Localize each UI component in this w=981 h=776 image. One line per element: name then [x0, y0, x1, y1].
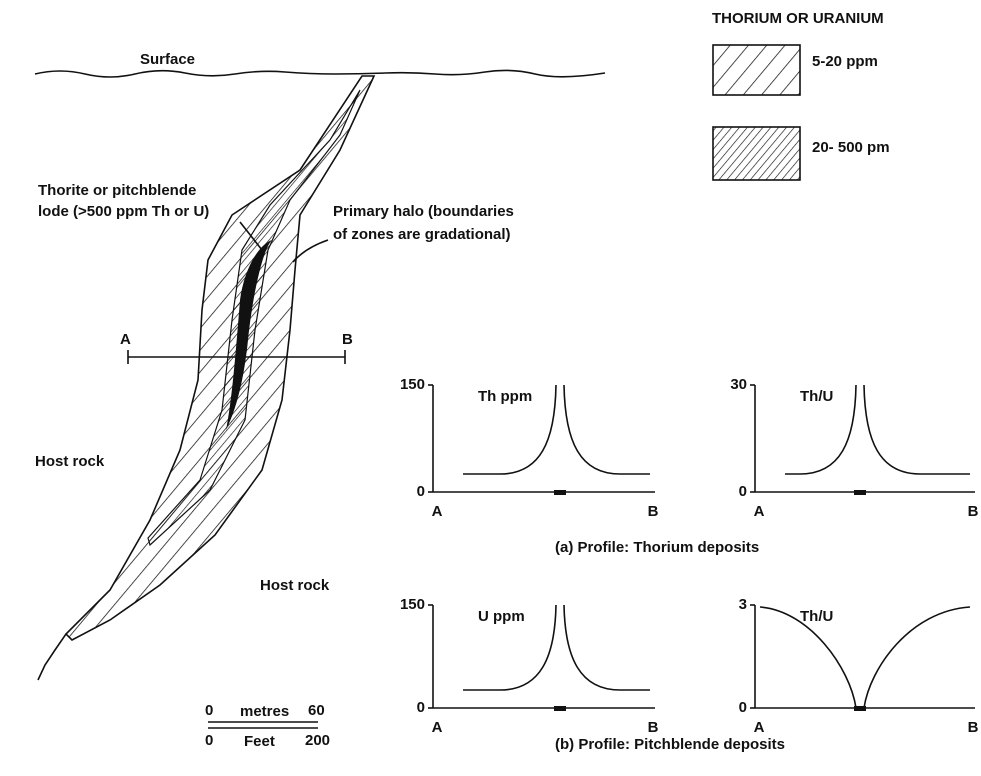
profile-caption: (a) Profile: Thorium deposits: [555, 539, 759, 556]
y-tick-label: 150: [400, 596, 425, 613]
legend-swatch: [712, 126, 801, 181]
surface-label: Surface: [140, 51, 195, 68]
y-tick-label: 0: [739, 699, 747, 716]
halo-label: Primary halo (boundaries: [333, 203, 514, 220]
x-end-label: A: [432, 503, 443, 520]
panel-label: Th ppm: [478, 388, 532, 405]
leader: [239, 221, 263, 251]
x-end-label: B: [648, 719, 659, 736]
lode-label: Thorite or pitchblende: [38, 182, 196, 199]
profile-curve: [463, 604, 650, 691]
y-tick-label: 150: [400, 376, 425, 393]
outer-halo: [64, 75, 376, 641]
x-end-label: A: [432, 719, 443, 736]
x-end-label: B: [968, 719, 979, 736]
scale-label: 0: [205, 702, 213, 719]
scale-label: 0: [205, 732, 213, 749]
lode-marker: [554, 490, 566, 495]
legend-item: 5-20 ppm: [812, 53, 878, 70]
legend-item: 20- 500 pm: [812, 139, 890, 156]
y-tick-label: 30: [730, 376, 747, 393]
surface-line: [34, 69, 606, 78]
lode-marker: [854, 490, 866, 495]
inner-halo: [147, 89, 361, 547]
panel-label: Th/U: [800, 608, 833, 625]
x-end-label: B: [968, 503, 979, 520]
legend-swatch: [712, 44, 801, 96]
scale-label: 200: [305, 732, 330, 749]
x-end-label: B: [648, 503, 659, 520]
y-tick-label: 3: [739, 596, 747, 613]
halo-label: of zones are gradational): [333, 226, 511, 243]
profile-curve: [785, 384, 970, 475]
y-tick-label: 0: [417, 483, 425, 500]
section-end: A: [120, 331, 131, 348]
x-end-label: A: [754, 503, 765, 520]
lode-marker: [854, 706, 866, 711]
x-end-label: A: [754, 719, 765, 736]
panel-label: Th/U: [800, 388, 833, 405]
profile-caption: (b) Profile: Pitchblende deposits: [555, 736, 785, 753]
scale-label: 60: [308, 702, 325, 719]
scale-label: metres: [240, 703, 289, 720]
host-rock-label: Host rock: [35, 453, 105, 470]
vein-tail: [37, 633, 67, 681]
y-tick-label: 0: [739, 483, 747, 500]
scale-label: Feet: [244, 733, 275, 750]
profile-curve: [759, 606, 971, 709]
lode: [226, 240, 272, 430]
host-rock-label: Host rock: [260, 577, 330, 594]
y-tick-label: 0: [417, 699, 425, 716]
profile-curve: [463, 384, 650, 475]
panel-label: U ppm: [478, 608, 525, 625]
legend-title: THORIUM OR URANIUM: [712, 10, 884, 27]
lode-marker: [554, 706, 566, 711]
section-end: B: [342, 331, 353, 348]
leader: [292, 239, 329, 263]
lode-label: lode (>500 ppm Th or U): [38, 203, 209, 220]
